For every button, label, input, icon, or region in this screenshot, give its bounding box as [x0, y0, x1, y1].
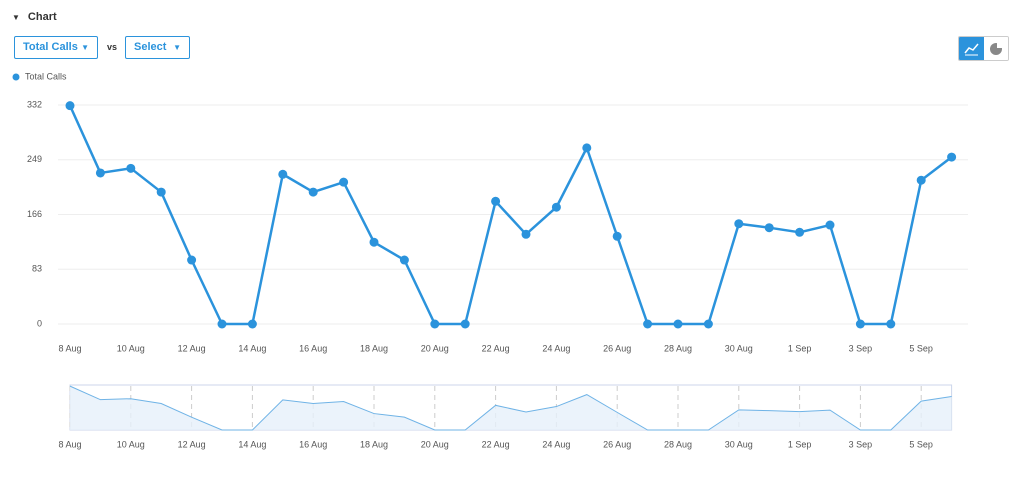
data-point [916, 175, 926, 185]
y-tick-label: 249 [27, 154, 42, 164]
x-tick-label: 30 Aug [725, 343, 753, 353]
x-tick-label: 16 Aug [299, 343, 327, 353]
data-point [187, 255, 197, 265]
x-tick-label: 12 Aug [178, 343, 206, 353]
x-tick-label: 26 Aug [603, 343, 631, 353]
data-point [217, 319, 227, 329]
navigator-x-label: 14 Aug [238, 439, 266, 449]
navigator-x-label: 24 Aug [542, 439, 570, 449]
x-tick-label: 8 Aug [58, 343, 81, 353]
navigator-x-label: 5 Sep [909, 439, 933, 449]
navigator-x-label: 16 Aug [299, 439, 327, 449]
legend-label: Total Calls [25, 71, 67, 81]
navigator-x-label: 22 Aug [482, 439, 510, 449]
x-tick-label: 14 Aug [238, 343, 266, 353]
x-tick-label: 3 Sep [849, 343, 873, 353]
x-tick-label: 18 Aug [360, 343, 388, 353]
x-tick-label: 1 Sep [788, 343, 812, 353]
data-point [247, 319, 257, 329]
vs-label: vs [107, 42, 118, 52]
data-point [764, 223, 774, 233]
data-point [612, 231, 622, 241]
data-point [308, 187, 318, 197]
data-point [551, 202, 561, 212]
navigator-x-label: 3 Sep [849, 439, 873, 449]
pie-icon-slice [997, 42, 1003, 48]
y-tick-label: 0 [37, 318, 42, 328]
data-point [703, 319, 713, 329]
data-point [643, 319, 653, 329]
x-tick-label: 5 Sep [909, 343, 933, 353]
data-point [369, 237, 379, 247]
x-tick-label: 28 Aug [664, 343, 692, 353]
section-title: Chart [27, 11, 57, 23]
compare-dropdown[interactable]: Select ▼ [125, 36, 190, 59]
data-point [156, 187, 166, 197]
navigator-x-label: 8 Aug [58, 439, 81, 449]
navigator-x-label: 26 Aug [603, 439, 631, 449]
navigator-x-label: 18 Aug [360, 439, 388, 449]
series-line [68, 105, 953, 326]
y-tick-label: 166 [27, 209, 42, 219]
navigator-x-label: 12 Aug [178, 439, 206, 449]
navigator-x-label: 28 Aug [664, 439, 692, 449]
navigator-area [70, 386, 952, 430]
metric-label: Total Calls [23, 41, 78, 53]
data-point [65, 101, 75, 111]
view-icons [959, 37, 1008, 60]
collapse-icon[interactable]: ▼ [12, 13, 20, 22]
view-toggle [958, 36, 1009, 61]
navigator-x-label: 30 Aug [725, 439, 753, 449]
x-tick-label: 24 Aug [542, 343, 570, 353]
section-header[interactable]: ▼ Chart [12, 11, 57, 23]
y-tick-label: 332 [27, 99, 42, 109]
data-point [126, 163, 136, 173]
data-point [673, 319, 683, 329]
x-tick-label: 22 Aug [482, 343, 510, 353]
navigator-line [69, 385, 952, 431]
data-point [430, 319, 440, 329]
y-tick-label: 83 [32, 264, 42, 274]
line-icon [964, 43, 979, 54]
data-point [886, 319, 896, 329]
navigator-frame [69, 384, 953, 431]
navigator-x-label: 10 Aug [117, 439, 145, 449]
data-point [339, 177, 349, 187]
compare-label: Select [134, 41, 167, 53]
data-point [947, 152, 957, 162]
data-point [460, 319, 470, 329]
data-point [95, 168, 105, 178]
data-point [399, 255, 409, 265]
data-point [825, 220, 835, 230]
data-point [734, 219, 744, 229]
data-point [521, 229, 531, 239]
metric-dropdown[interactable]: Total Calls ▼ [14, 36, 98, 59]
x-tick-label: 20 Aug [421, 343, 449, 353]
caret: ▼ [81, 43, 89, 52]
navigator-x-label: 1 Sep [788, 439, 812, 449]
data-point [278, 169, 288, 179]
caret: ▼ [173, 43, 181, 52]
x-tick-label: 10 Aug [117, 343, 145, 353]
data-point [491, 196, 501, 206]
data-point [795, 227, 805, 237]
data-point [582, 143, 592, 153]
navigator-x-label: 20 Aug [421, 439, 449, 449]
legend-marker [12, 73, 20, 81]
data-point [855, 319, 865, 329]
